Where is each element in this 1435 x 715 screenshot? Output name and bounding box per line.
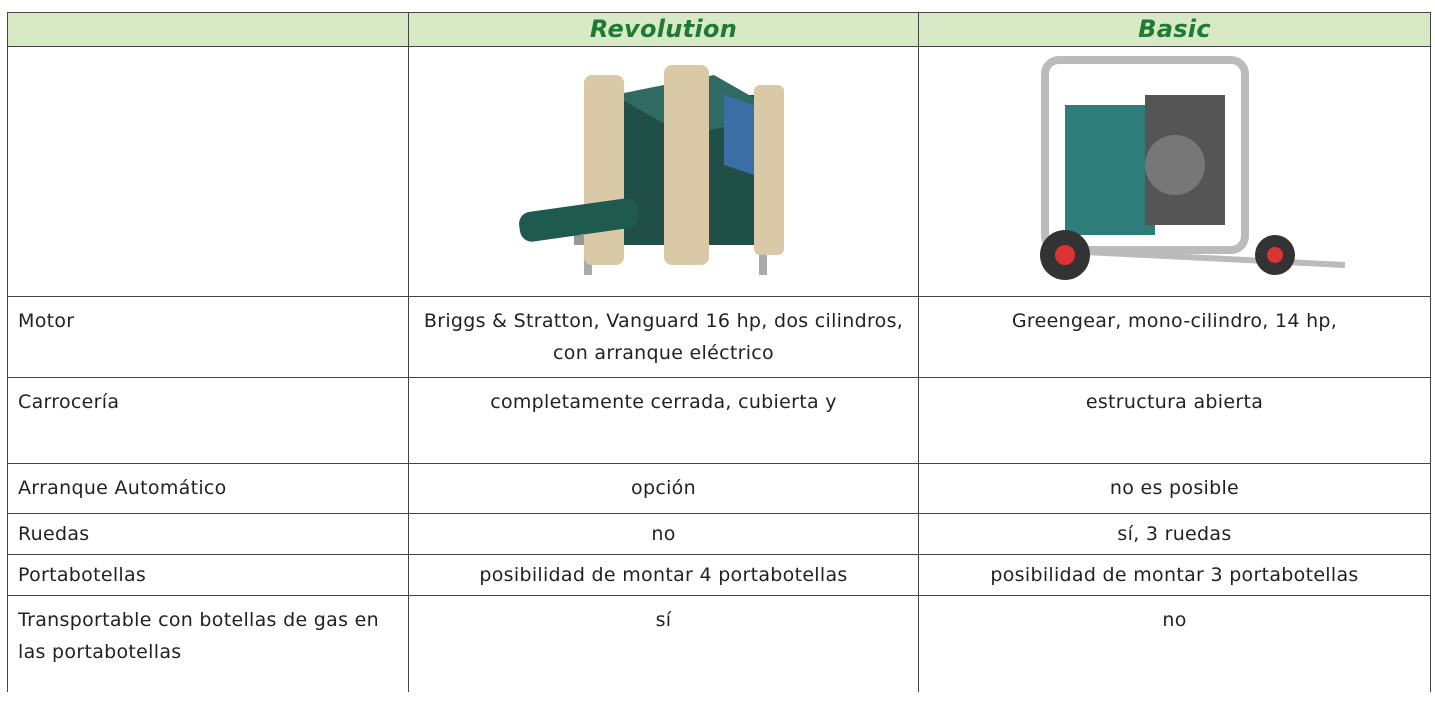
row: Ruedas no sí, 3 ruedas [7, 513, 1431, 555]
row-label: Carrocería [7, 377, 409, 464]
image-cell [408, 46, 919, 297]
basic-image [1039, 56, 1345, 280]
cell: sí [408, 595, 919, 692]
row-label: Arranque Automático [7, 463, 409, 514]
row: Transportable con botellas de gas en las… [7, 595, 1431, 692]
cell: Briggs & Stratton, Vanguard 16 hp, dos c… [408, 296, 919, 378]
row-label: Transportable con botellas de gas en las… [7, 595, 409, 692]
image-empty [7, 46, 409, 297]
cell: sí, 3 ruedas [918, 513, 1431, 555]
cell: opción [408, 463, 919, 514]
row: Arranque Automático opción no es posible [7, 463, 1431, 514]
cell: estructura abierta [918, 377, 1431, 464]
cell: no es posible [918, 463, 1431, 514]
revolution-image [518, 65, 784, 275]
image-row [7, 46, 1431, 297]
cell: completamente cerrada, cubierta y [408, 377, 919, 464]
row-label: Motor [7, 296, 409, 378]
cell: posibilidad de montar 3 portabotellas [918, 554, 1431, 596]
header-cell: Basic [918, 12, 1431, 47]
cell: no [918, 595, 1431, 692]
row: Carrocería completamente cerrada, cubier… [7, 377, 1431, 464]
row: Motor Briggs & Stratton, Vanguard 16 hp,… [7, 296, 1431, 378]
cell: no [408, 513, 919, 555]
row-label: Ruedas [7, 513, 409, 555]
header-empty [7, 12, 409, 47]
header-cell: Revolution [408, 12, 919, 47]
row: Portabotellas posibilidad de montar 4 po… [7, 554, 1431, 596]
cell: posibilidad de montar 4 portabotellas [408, 554, 919, 596]
image-cell [918, 46, 1431, 297]
cell: Greengear, mono-cilindro, 14 hp, [918, 296, 1431, 378]
row-label: Portabotellas [7, 554, 409, 596]
header-row: Revolution Basic [7, 12, 1431, 47]
comparison-table: Revolution Basic [7, 12, 1431, 692]
